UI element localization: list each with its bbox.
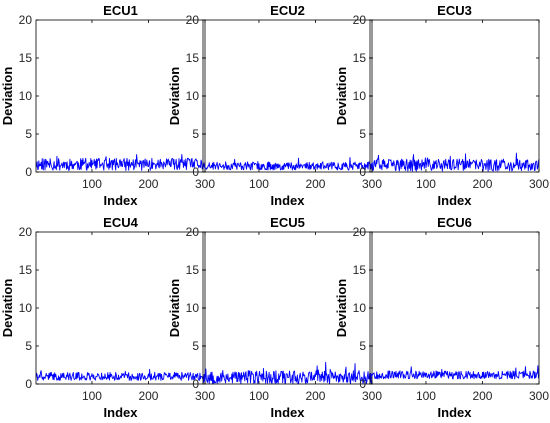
y-axis-label: Deviation [334, 67, 349, 126]
y-tick-label: 5 [359, 339, 366, 353]
y-tick-label: 5 [25, 127, 32, 141]
y-axis-label: Deviation [334, 279, 349, 338]
y-tick-label: 10 [353, 301, 367, 315]
y-tick-label: 15 [353, 263, 367, 277]
y-tick-label: 15 [19, 51, 33, 65]
y-tick-label: 0 [359, 377, 366, 391]
y-tick-label: 20 [186, 13, 200, 27]
y-tick-label: 15 [353, 51, 367, 65]
y-tick-label: 20 [353, 13, 367, 27]
y-tick-label: 0 [25, 165, 32, 179]
y-axis-label: Deviation [167, 279, 182, 338]
x-axis-label: Index [438, 193, 473, 208]
y-tick-label: 0 [359, 165, 366, 179]
x-tick-label: 100 [249, 389, 269, 403]
series-line-3-1 [369, 152, 540, 172]
y-tick-label: 15 [186, 51, 200, 65]
x-tick-label: 200 [472, 177, 492, 191]
y-tick-label: 0 [192, 165, 199, 179]
subplot-6: 0 5 10 15 20 100 200 300 ECU6 Index Deviation [334, 215, 549, 420]
x-tick-label: 300 [362, 389, 382, 403]
x-tick-label: 100 [82, 177, 102, 191]
x-tick-label: 300 [529, 177, 549, 191]
y-tick-label: 10 [186, 89, 200, 103]
x-tick-label: 100 [416, 177, 436, 191]
x-tick-label: 200 [472, 389, 492, 403]
y-axis-label: Deviation [167, 67, 182, 126]
series-line-6-1 [369, 365, 540, 380]
y-axis-label: Deviation [0, 279, 15, 338]
y-tick-label: 5 [192, 339, 199, 353]
x-tick-label: 300 [195, 177, 215, 191]
y-tick-label: 15 [186, 263, 200, 277]
x-tick-label: 100 [249, 177, 269, 191]
x-tick-label: 200 [305, 389, 325, 403]
x-axis-label: Index [271, 405, 306, 420]
x-axis-label: Index [104, 405, 139, 420]
series-line-1-1 [35, 153, 206, 172]
x-axis-label: Index [438, 405, 473, 420]
y-tick-label: 20 [353, 225, 367, 239]
x-axis-label: Index [104, 193, 139, 208]
x-tick-label: 200 [138, 177, 158, 191]
subplot-title: ECU1 [103, 3, 138, 18]
plot-frame [369, 231, 540, 385]
y-axis-label: Deviation [0, 67, 15, 126]
y-tick-label: 20 [186, 225, 200, 239]
series-line-2-1 [202, 157, 373, 171]
y-tick-label: 5 [192, 127, 199, 141]
subplot-3: 0 5 10 15 20 100 200 300 ECU3 Index Deviation [334, 3, 549, 208]
series-line-5-1 [202, 361, 373, 385]
y-tick-label: 10 [19, 301, 33, 315]
y-tick-label: 20 [19, 225, 33, 239]
x-tick-label: 200 [138, 389, 158, 403]
y-tick-label: 20 [19, 13, 33, 27]
y-tick-label: 5 [359, 127, 366, 141]
subplot-title: ECU6 [437, 215, 472, 230]
x-tick-label: 300 [195, 389, 215, 403]
subplot-title: ECU3 [437, 3, 472, 18]
y-tick-label: 0 [25, 377, 32, 391]
x-axis-label: Index [271, 193, 306, 208]
x-tick-label: 300 [362, 177, 382, 191]
y-tick-label: 10 [19, 89, 33, 103]
x-tick-label: 100 [82, 389, 102, 403]
plot-frame [369, 19, 540, 173]
x-tick-label: 200 [305, 177, 325, 191]
subplot-title: ECU4 [103, 215, 138, 230]
y-tick-label: 0 [192, 377, 199, 391]
x-tick-label: 300 [529, 389, 549, 403]
x-tick-label: 100 [416, 389, 436, 403]
subplot-title: ECU2 [270, 3, 305, 18]
y-tick-label: 5 [25, 339, 32, 353]
y-tick-label: 10 [353, 89, 367, 103]
y-tick-label: 10 [186, 301, 200, 315]
series-line-4-1 [35, 368, 206, 381]
subplot-title: ECU5 [270, 215, 305, 230]
y-tick-label: 15 [19, 263, 33, 277]
